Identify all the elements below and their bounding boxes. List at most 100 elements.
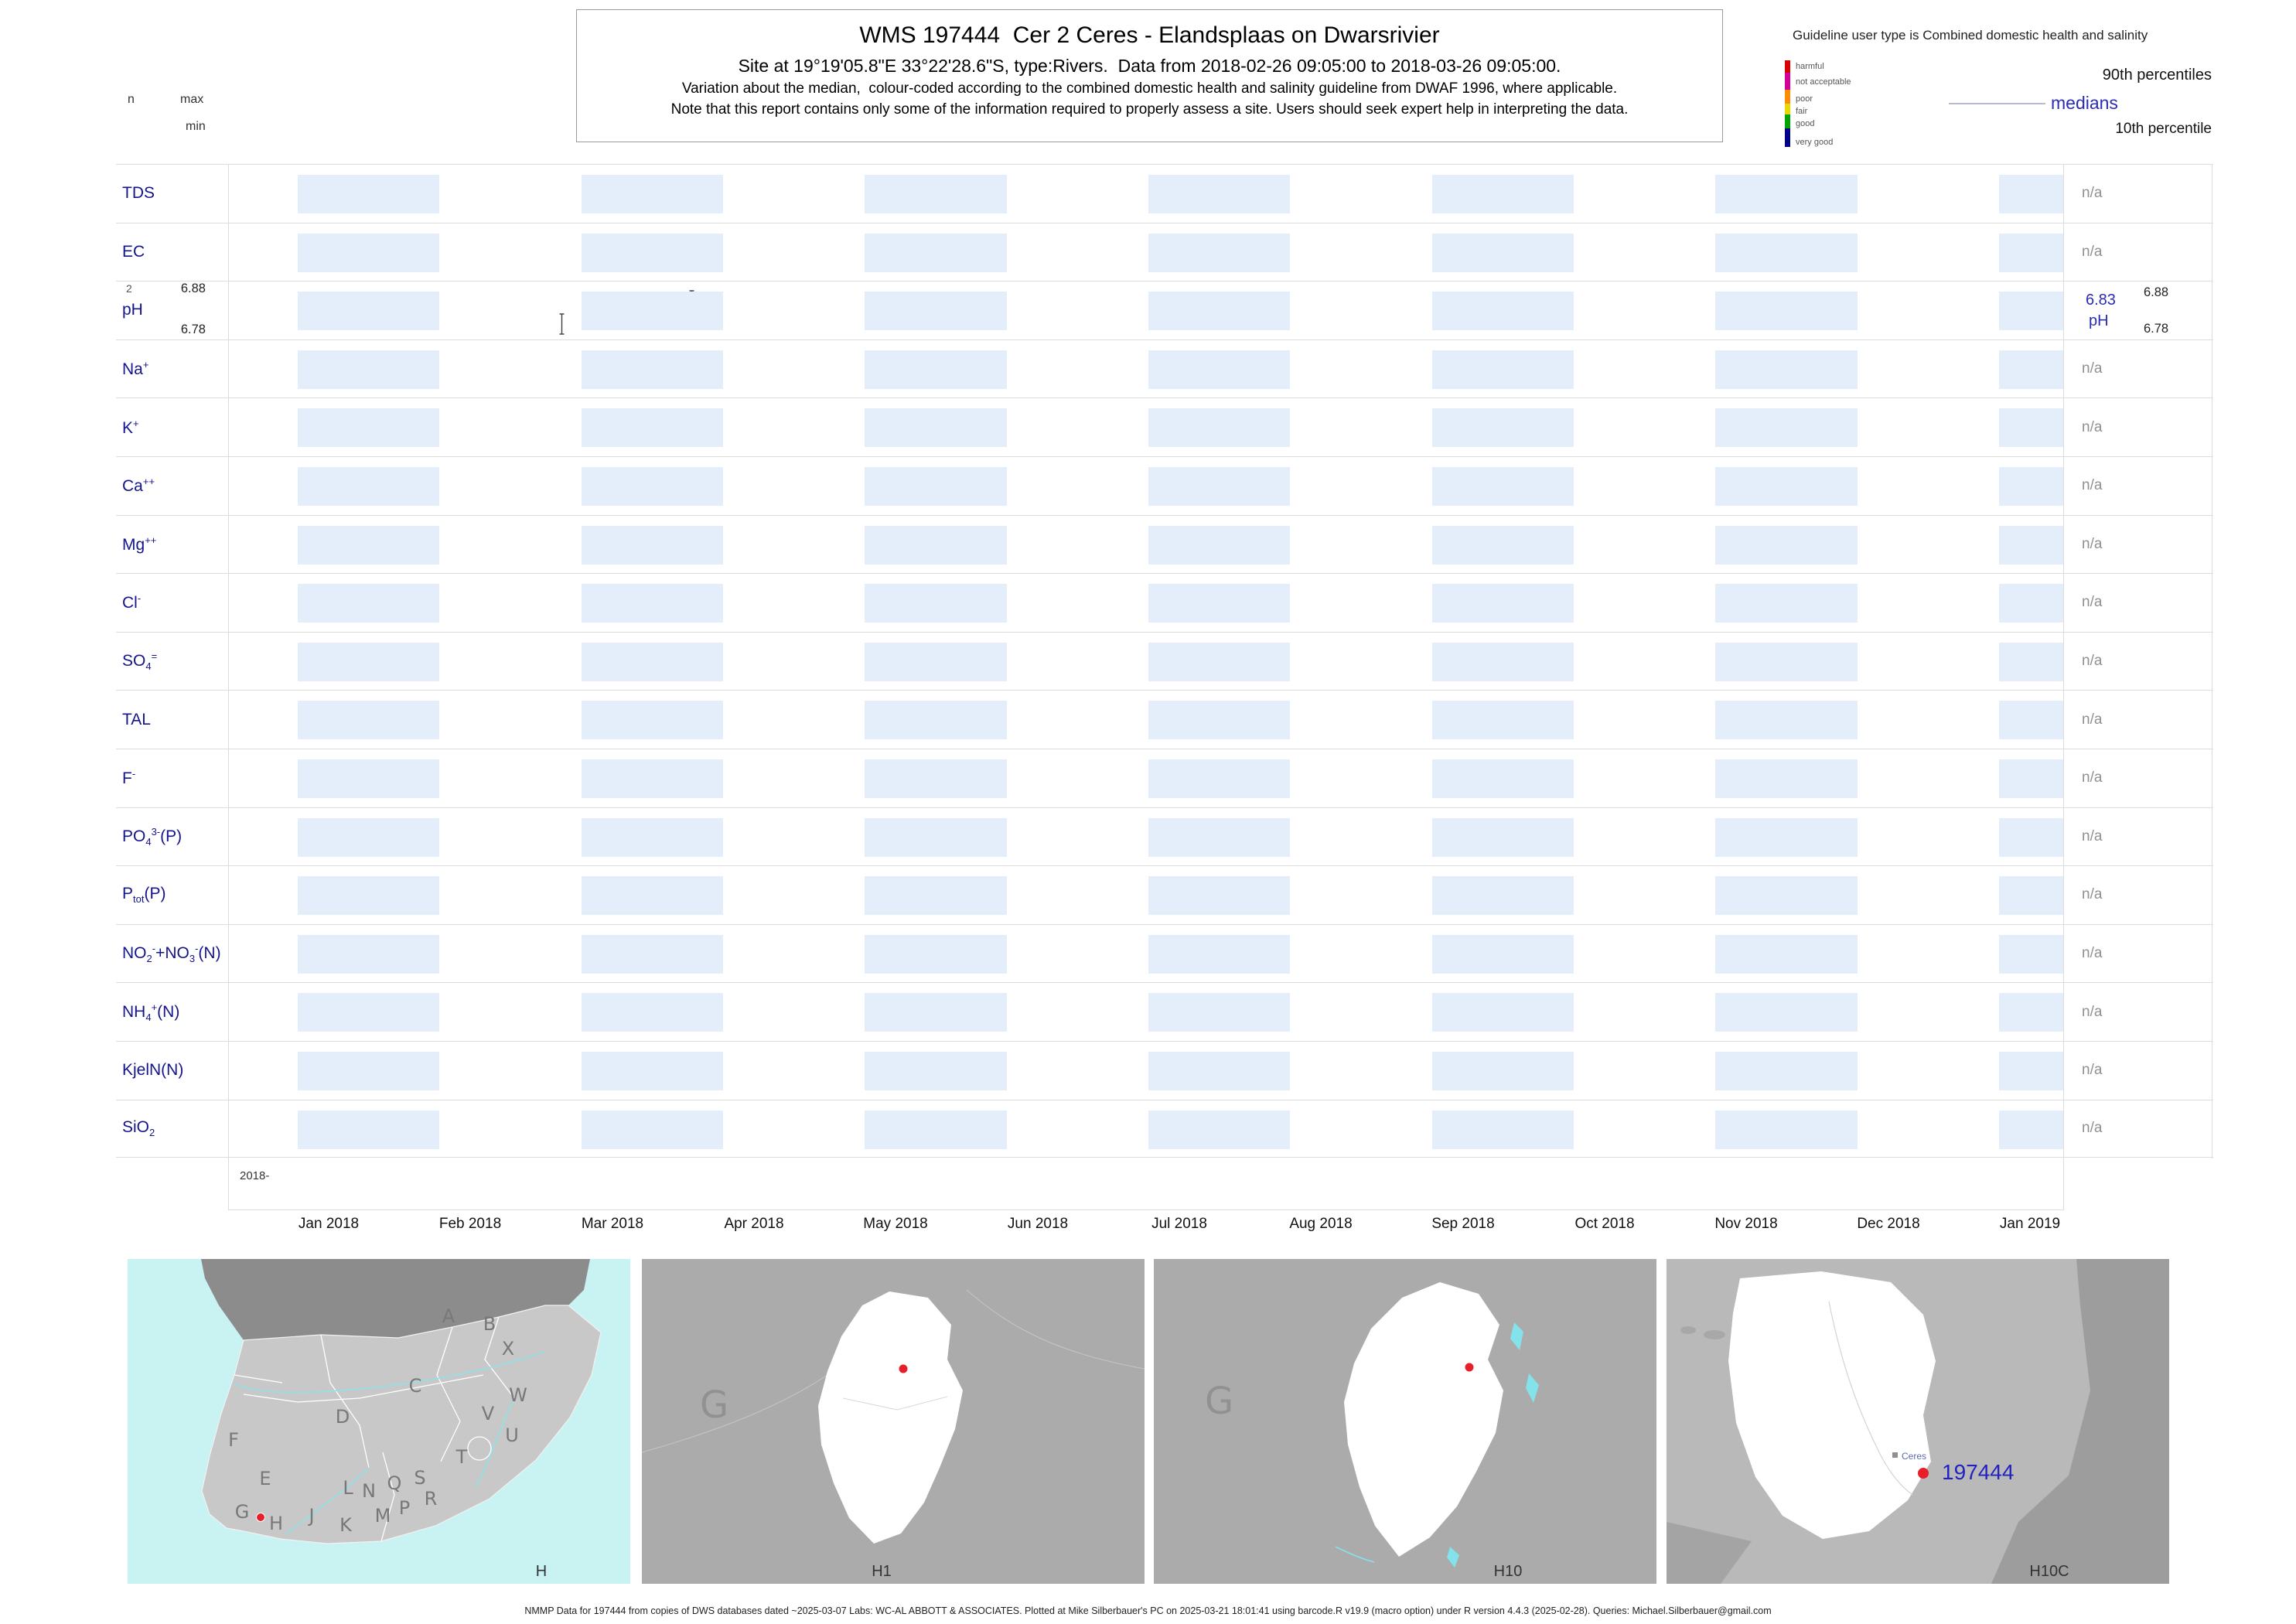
month-band — [581, 1051, 723, 1090]
town-label: Ceres — [1902, 1451, 1926, 1462]
guideline-class-label: very good — [1796, 138, 1834, 147]
catchment-region — [1728, 1271, 1936, 1539]
drainage-region-letter: U — [505, 1424, 519, 1446]
drainage-region-letter: C — [409, 1375, 422, 1397]
x-tick: Oct 2018 — [1574, 1216, 1635, 1232]
report-title: WMS 197444 Cer 2 Ceres - Elandsplaas on … — [859, 22, 1440, 48]
param-label: TAL — [122, 691, 230, 749]
plot-right-border — [2063, 164, 2064, 1210]
guideline-legend: Guideline user type is Combined domestic… — [1779, 26, 2274, 158]
param-label: K+ — [122, 398, 230, 456]
param-plot-area — [228, 574, 2063, 632]
month-band — [865, 350, 1007, 389]
month-band — [581, 642, 723, 681]
p90-label: 90th percentiles — [2102, 67, 2212, 84]
month-band — [1998, 350, 2063, 389]
month-band — [298, 1110, 440, 1149]
month-band — [1998, 759, 2063, 798]
month-band — [298, 1051, 440, 1090]
param-plot-area — [228, 340, 2063, 398]
param-summary-value: n/a — [2082, 477, 2103, 494]
param-plot-area — [228, 165, 2063, 223]
month-band — [865, 1110, 1007, 1149]
month-band — [1715, 525, 1858, 565]
x-tick: Jun 2018 — [1007, 1216, 1069, 1232]
month-band — [298, 934, 440, 974]
month-band — [1431, 1110, 1574, 1149]
month-band — [581, 350, 723, 389]
drainage-region-letter: A — [442, 1305, 455, 1327]
month-band — [1998, 525, 2063, 565]
guideline-class-swatch — [1785, 114, 1790, 128]
param-label-text: Ptot(P) — [122, 885, 166, 906]
param-row-mg: Mg++ n/a — [116, 514, 2213, 574]
month-band — [865, 934, 1007, 974]
x-tick: Feb 2018 — [438, 1216, 502, 1232]
month-band — [1998, 584, 2063, 623]
map-panel-h1: G H1 — [642, 1259, 1145, 1584]
month-band — [1431, 642, 1574, 681]
month-band — [1148, 876, 1291, 916]
outer-region-southwest — [1667, 1522, 1752, 1584]
month-band — [581, 466, 723, 506]
region-boundaries — [642, 1289, 1145, 1453]
month-band — [1715, 642, 1858, 681]
land-patch — [1704, 1330, 1725, 1339]
month-band — [1998, 466, 2063, 506]
param-label: Ca++ — [122, 457, 230, 515]
month-band — [1431, 934, 1574, 974]
month-band — [581, 292, 723, 331]
map-panel-h10: G H10 — [1154, 1259, 1656, 1584]
month-band — [1431, 233, 1574, 272]
water-bodies — [1447, 1322, 1539, 1568]
param-row-ca: Ca++ n/a — [116, 455, 2213, 515]
param-summary-value: n/a — [2082, 945, 2103, 962]
month-band — [865, 701, 1007, 740]
month-band — [1431, 525, 1574, 565]
month-band — [1148, 934, 1291, 974]
month-band — [1431, 993, 1574, 1032]
month-band — [1998, 993, 2063, 1032]
guideline-class-swatch — [1785, 128, 1790, 147]
x-tick: May 2018 — [863, 1216, 928, 1232]
month-band — [298, 175, 440, 213]
month-band — [865, 642, 1007, 681]
param-label: SO4= — [122, 633, 230, 691]
param-summary-value: n/a — [2082, 1120, 2103, 1137]
param-plot-area — [228, 808, 2063, 866]
x-axis-strip: 2018- — [228, 1158, 2063, 1210]
month-band — [865, 466, 1007, 506]
month-band — [865, 759, 1007, 798]
param-label-text: Na+ — [122, 359, 149, 379]
month-band — [1998, 1110, 2063, 1149]
month-band — [865, 876, 1007, 916]
month-band — [581, 993, 723, 1032]
site-dot — [899, 1364, 908, 1373]
month-band — [865, 233, 1007, 272]
month-band — [1998, 701, 2063, 740]
drainage-region-letter: R — [425, 1488, 438, 1510]
param-label: NH4+(N) — [122, 983, 230, 1041]
param-label: PO43-(P) — [122, 808, 230, 866]
site-dot — [1465, 1363, 1474, 1372]
month-band — [1998, 408, 2063, 448]
guideline-class-labels: harmful not acceptable poor fair good very go… — [1796, 60, 1912, 153]
param-plot-area — [228, 925, 2063, 983]
x-tick: Sep 2018 — [1431, 1216, 1495, 1232]
panel-label: H1 — [872, 1563, 892, 1580]
drainage-region-letter: G — [235, 1501, 250, 1523]
month-band — [1715, 175, 1858, 213]
param-plot-area — [228, 398, 2063, 456]
ph-sample-marker — [558, 313, 565, 335]
param-summary-value: n/a — [2082, 827, 2103, 844]
drainage-region-letter: H — [269, 1513, 283, 1534]
param-label-text: Cl- — [122, 592, 142, 612]
month-band — [1715, 817, 1858, 857]
param-row-nh4: NH4+(N) n/a — [116, 982, 2213, 1041]
month-band — [1715, 701, 1858, 740]
ph-p10-value: 6.78 — [2144, 322, 2169, 336]
ph-median-unit: pH — [2089, 312, 2109, 330]
param-plot-area — [228, 749, 2063, 807]
month-band — [1998, 1051, 2063, 1090]
